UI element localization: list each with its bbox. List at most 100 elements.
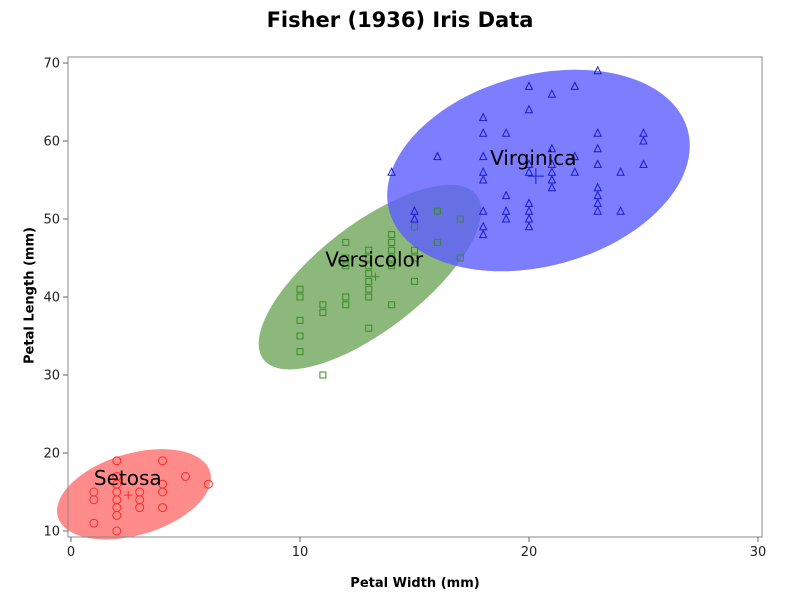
setosa-point — [135, 487, 145, 497]
chart-title: Fisher (1936) Iris Data — [266, 8, 534, 32]
virginica-point — [501, 213, 511, 223]
versicolor-point — [433, 238, 441, 246]
versicolor-point — [296, 285, 304, 293]
virginica-point — [478, 167, 488, 176]
y-tick-label: 30 — [43, 369, 60, 384]
setosa-point — [89, 487, 99, 497]
virginica-point — [593, 198, 603, 207]
versicolor-point — [411, 223, 418, 231]
virginica-point — [478, 221, 488, 231]
versicolor-point — [388, 246, 396, 254]
virginica-point — [433, 151, 442, 161]
virginica-point — [570, 167, 580, 176]
virginica-point — [570, 151, 580, 161]
virginica-point — [639, 135, 648, 145]
versicolor-point — [433, 207, 441, 215]
versicolor-point — [296, 332, 304, 340]
virginica-point — [501, 206, 511, 215]
virginica-point — [639, 159, 648, 168]
versicolor-point — [296, 348, 304, 356]
virginica-point — [478, 112, 488, 122]
versicolor-point — [342, 293, 350, 301]
y-tick-label: 20 — [43, 447, 60, 462]
virginica-point — [524, 81, 534, 90]
setosa-point — [112, 471, 122, 481]
x-tick-label: 30 — [750, 545, 767, 560]
versicolor-point — [411, 277, 418, 285]
versicolor-point — [296, 293, 304, 301]
virginica-point — [593, 182, 603, 192]
virginica-point — [524, 213, 534, 223]
virginica-point — [547, 159, 557, 168]
virginica-point — [547, 182, 557, 192]
virginica-point — [593, 206, 603, 215]
versicolor-point — [319, 301, 327, 309]
points-layer — [89, 65, 648, 536]
versicolor-point — [388, 231, 396, 239]
versicolor-point — [388, 301, 396, 309]
virginica-point — [639, 128, 648, 137]
versicolor-point — [456, 215, 464, 223]
versicolor-point — [365, 277, 373, 285]
versicolor-point — [388, 254, 396, 262]
y-axis-label: Petal Length (mm) — [22, 227, 38, 364]
setosa-point — [203, 479, 213, 489]
virginica-point — [478, 151, 488, 161]
versicolor-point — [365, 285, 373, 293]
versicolor-point — [342, 254, 350, 262]
versicolor-point — [365, 293, 373, 301]
virginica-point — [616, 167, 625, 176]
versicolor-point — [365, 270, 373, 278]
x-tick-label: 10 — [292, 545, 309, 560]
virginica-point — [410, 206, 419, 215]
virginica-point — [547, 143, 557, 153]
virginica-point — [478, 229, 488, 239]
virginica-point — [593, 190, 603, 200]
virginica-point — [593, 143, 603, 153]
virginica-point — [501, 190, 511, 200]
versicolor-point — [365, 324, 373, 332]
x-tick-label: 20 — [521, 545, 538, 560]
setosa-mean-marker — [124, 491, 133, 500]
y-tick-label: 40 — [43, 291, 60, 306]
versicolor-point — [365, 246, 373, 254]
setosa-point — [112, 526, 122, 536]
y-tick-label: 50 — [43, 213, 60, 228]
group-labels: Setosa Versicolor Virginica — [94, 146, 577, 490]
versicolor-mean-marker — [371, 272, 380, 281]
virginica-point — [524, 167, 534, 176]
virginica-point — [570, 81, 580, 90]
y-tick-label: 70 — [43, 57, 60, 72]
versicolor-point — [456, 254, 464, 262]
virginica-point — [593, 128, 603, 137]
y-tick-label: 10 — [43, 525, 60, 540]
setosa-ellipse — [57, 449, 211, 540]
versicolor-point — [319, 309, 327, 317]
x-tick-label: 0 — [67, 545, 75, 560]
virginica-point — [410, 213, 419, 223]
versicolor-point — [365, 262, 373, 270]
virginica-mean-marker — [527, 168, 544, 185]
versicolor-point — [411, 246, 418, 254]
virginica-point — [478, 128, 488, 137]
setosa-point — [158, 479, 168, 489]
setosa-point — [158, 503, 168, 513]
versicolor-point — [342, 238, 350, 246]
versicolor-point — [411, 254, 418, 262]
versicolor-point — [388, 238, 396, 246]
x-axis-label: Petal Width (mm) — [350, 576, 480, 591]
virginica-point — [593, 159, 603, 168]
versicolor-point — [342, 301, 350, 309]
setosa-point — [112, 456, 122, 466]
axes-layer: 0 10 20 30 10 20 30 40 50 60 70 — [43, 57, 766, 561]
virginica-point — [478, 206, 488, 215]
virginica-point — [593, 65, 603, 75]
virginica-point — [387, 167, 396, 176]
virginica-point — [547, 174, 557, 184]
setosa-point — [181, 471, 190, 481]
setosa-point — [89, 518, 99, 528]
virginica-point — [524, 104, 534, 114]
virginica-point — [524, 221, 534, 231]
versicolor-point — [342, 262, 350, 270]
